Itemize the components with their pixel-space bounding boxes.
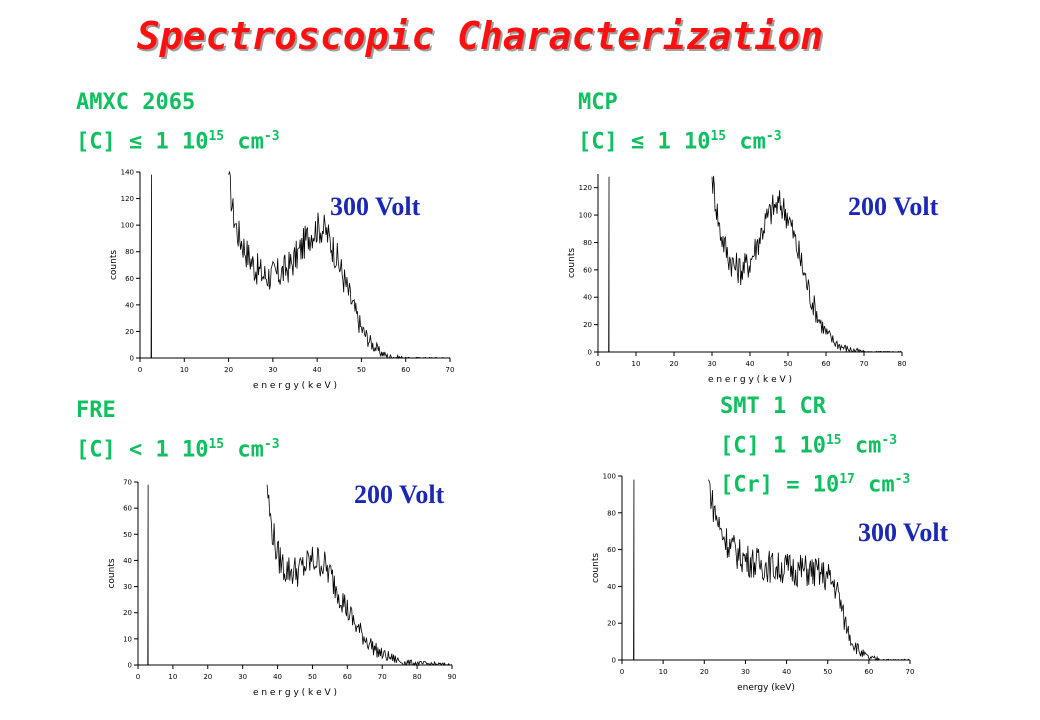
y-tick-label: 60: [125, 275, 134, 283]
y-axis-label: counts: [107, 558, 117, 588]
x-axis-label: e n e r g y ( k e V ): [253, 381, 337, 391]
y-tick-label: 120: [579, 184, 592, 192]
spectrum-chart-fre: 0 10 20 30 40 50 60 70 80 90 0 10 20 30 40 50 60 70 e n e …: [107, 479, 457, 699]
x-tick-label: 40: [782, 668, 791, 676]
sample-name: MCP: [578, 90, 618, 115]
carbon-concentration: [C] ≤ 1 1015 cm-3: [578, 129, 782, 155]
spectrum-series-line: [147, 484, 453, 667]
y-tick-label: 80: [125, 248, 134, 256]
carbon-concentration: [C] < 1 1015 cm-3: [76, 437, 280, 463]
y-tick-label: 0: [612, 657, 616, 665]
x-tick-label: 70: [446, 366, 455, 374]
x-tick-label: 90: [448, 673, 457, 681]
y-tick-label: 20: [125, 328, 134, 336]
x-tick-label: 0: [620, 668, 624, 676]
x-tick-label: 0: [138, 366, 142, 374]
x-tick-label: 0: [596, 360, 600, 368]
sample-name: SMT 1 CR: [720, 394, 826, 419]
chromium-concentration: [Cr] = 1017 cm-3: [720, 472, 911, 498]
x-tick-label: 20: [700, 668, 709, 676]
x-tick-label: 30: [268, 366, 277, 374]
y-tick-label: 70: [123, 479, 132, 487]
x-tick-label: 30: [741, 668, 750, 676]
sample-name: AMXC 2065: [76, 90, 196, 115]
y-tick-label: 100: [603, 473, 616, 481]
y-axis-label: counts: [567, 248, 577, 278]
sample-label-smt: SMT 1 CR [C] 1 1015 cm-3 [Cr] = 1017 cm-…: [720, 390, 910, 503]
y-tick-label: 60: [123, 505, 132, 513]
y-tick-label: 60: [583, 266, 592, 274]
x-tick-label: 50: [823, 668, 832, 676]
x-axis-label: energy (keV): [737, 683, 795, 693]
y-tick-label: 100: [579, 212, 592, 220]
x-tick-label: 50: [784, 360, 793, 368]
y-tick-label: 80: [583, 239, 592, 247]
spectrum-series-line: [608, 175, 903, 353]
x-tick-label: 60: [864, 668, 873, 676]
x-tick-label: 20: [670, 360, 679, 368]
x-tick-label: 20: [224, 366, 233, 374]
x-tick-label: 10: [168, 673, 177, 681]
sample-label-amxc: AMXC 2065 [C] ≤ 1 1015 cm-3: [76, 86, 280, 159]
spectrum-series-line: [633, 479, 910, 662]
y-tick-label: 80: [607, 509, 616, 517]
x-tick-label: 10: [180, 366, 189, 374]
y-tick-label: 100: [121, 222, 134, 230]
x-axis-label: e n e r g y ( k e V ): [708, 375, 792, 385]
sample-label-fre: FRE [C] < 1 1015 cm-3: [76, 394, 280, 467]
y-tick-label: 20: [607, 620, 616, 628]
y-tick-label: 0: [128, 662, 132, 670]
x-tick-label: 60: [401, 366, 410, 374]
x-tick-label: 80: [898, 360, 907, 368]
spectrum-chart-amxc: 0 10 20 30 40 50 60 70 0 20 40 60 80 100 120 140 e n e r…: [109, 169, 455, 392]
y-tick-label: 50: [123, 531, 132, 539]
voltage-label: 300 Volt: [858, 518, 949, 547]
y-tick-label: 40: [123, 557, 132, 565]
voltage-label: 300 Volt: [330, 192, 421, 221]
y-tick-label: 140: [121, 169, 134, 177]
y-tick-label: 0: [130, 355, 134, 363]
x-tick-label: 20: [203, 673, 212, 681]
x-tick-label: 50: [308, 673, 317, 681]
y-tick-label: 40: [125, 301, 134, 309]
spectrum-series-line: [150, 170, 451, 359]
x-tick-label: 40: [313, 366, 322, 374]
carbon-concentration: [C] ≤ 1 1015 cm-3: [76, 129, 280, 155]
x-tick-label: 40: [746, 360, 755, 368]
y-tick-label: 40: [607, 583, 616, 591]
voltage-label: 200 Volt: [354, 480, 445, 509]
carbon-concentration: [C] 1 1015 cm-3: [720, 433, 898, 459]
x-tick-label: 60: [822, 360, 831, 368]
x-axis-label: e n e r g y ( k e V ): [253, 688, 337, 698]
y-axis-label: counts: [591, 553, 601, 583]
spectrum-chart-smt: 0 10 20 30 40 50 60 70 0 20 40 60 80 100 energy (keV) c…: [591, 473, 915, 694]
x-tick-label: 0: [136, 673, 140, 681]
voltage-label: 200 Volt: [848, 192, 939, 221]
x-tick-label: 40: [273, 673, 282, 681]
x-tick-label: 50: [357, 366, 366, 374]
y-tick-label: 60: [607, 546, 616, 554]
y-tick-label: 20: [583, 321, 592, 329]
y-axis-label: counts: [109, 250, 119, 280]
x-tick-label: 10: [659, 668, 668, 676]
x-tick-label: 10: [632, 360, 641, 368]
sample-name: FRE: [76, 398, 116, 423]
x-tick-label: 70: [860, 360, 869, 368]
x-tick-label: 60: [343, 673, 352, 681]
sample-label-mcp: MCP [C] ≤ 1 1015 cm-3: [578, 86, 782, 159]
y-tick-label: 10: [123, 635, 132, 643]
page-title: Spectroscopic Characterization: [136, 14, 824, 58]
y-tick-label: 40: [583, 294, 592, 302]
y-tick-label: 0: [588, 349, 592, 357]
x-tick-label: 70: [378, 673, 387, 681]
y-tick-label: 20: [123, 609, 132, 617]
x-tick-label: 30: [238, 673, 247, 681]
y-tick-label: 30: [123, 583, 132, 591]
x-tick-label: 30: [708, 360, 717, 368]
y-tick-label: 120: [121, 195, 134, 203]
x-tick-label: 80: [413, 673, 422, 681]
x-tick-label: 70: [906, 668, 915, 676]
spectrum-chart-mcp: 0 10 20 30 40 50 60 70 80 0 20 40 60 80 100 120 e n e r …: [567, 174, 907, 385]
